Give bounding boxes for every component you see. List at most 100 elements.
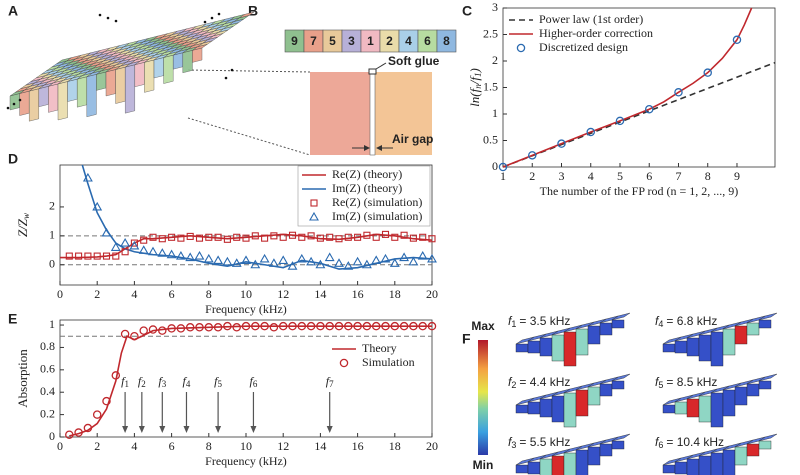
marker [195, 323, 204, 332]
label-part: ) [467, 68, 482, 73]
panel-letter: A [8, 3, 18, 19]
field-top [758, 433, 778, 442]
field-block [551, 395, 565, 423]
pointer [375, 62, 387, 70]
marker [261, 234, 269, 242]
colorbar-max: Max [471, 319, 495, 333]
marker [112, 252, 120, 260]
x-tick-label: 9 [734, 169, 740, 183]
legend-label: Re(Z) (simulation) [332, 195, 422, 209]
series-line [502, 61, 776, 168]
x-tick-label: 5 [617, 169, 623, 183]
slab [38, 86, 49, 108]
annotation: f6 [250, 374, 258, 389]
colorbar-min: Min [473, 458, 494, 472]
zoom-line [187, 117, 311, 156]
marker [83, 423, 93, 433]
marker [288, 321, 297, 331]
marker [84, 252, 92, 260]
dot [217, 12, 221, 16]
marker [259, 253, 270, 263]
x-axis-label: Frequency (kHz) [205, 454, 287, 468]
marker [644, 104, 654, 114]
slab [105, 69, 116, 97]
field-block [599, 443, 613, 457]
marker [417, 250, 428, 260]
mode-sub: 6 [658, 440, 663, 450]
mode-symbol: f [508, 375, 513, 389]
slab [124, 64, 136, 114]
field-block [587, 446, 601, 466]
marker [307, 232, 315, 240]
mode-label: f3 = 5.5 kHz [508, 435, 570, 450]
marker [102, 396, 111, 406]
rod-label: 6 [424, 34, 431, 48]
marker [194, 250, 205, 260]
marker [390, 321, 400, 331]
annotation-symbol: f [250, 374, 255, 388]
marker [362, 321, 372, 331]
marker [148, 325, 158, 334]
y-tick-label: 2 [492, 53, 498, 67]
annotation-head [159, 426, 166, 433]
field-block [551, 334, 565, 362]
marker [101, 227, 112, 237]
marker [428, 235, 436, 243]
legend-label: Higher-order correction [539, 26, 653, 40]
dot [98, 13, 102, 17]
field-top [758, 312, 778, 321]
marker [354, 233, 362, 241]
field-block [686, 398, 700, 418]
colorbar [478, 340, 488, 455]
label-part: ln(f [467, 86, 482, 106]
marker [306, 321, 316, 331]
rod-box [436, 29, 457, 53]
annotation-head [122, 426, 129, 433]
x-tick-label: 20 [426, 439, 438, 453]
field-block [587, 386, 601, 406]
mode-symbol: f [655, 375, 660, 389]
panel-letter: B [248, 3, 258, 19]
marker [241, 255, 251, 264]
field-block [698, 334, 712, 362]
marker [353, 321, 362, 331]
annotation-head [215, 426, 222, 433]
field-block [698, 395, 712, 423]
y-tick-label: 2 [49, 199, 55, 213]
label-part: /f [467, 75, 482, 86]
field-block [710, 452, 724, 475]
marker [335, 235, 343, 243]
slab [96, 71, 107, 91]
marker [223, 321, 232, 331]
marker [251, 232, 259, 240]
zoom-line [187, 69, 311, 73]
marker [372, 233, 380, 241]
field-block [722, 328, 736, 356]
panel-letter: C [462, 3, 472, 19]
annotation-symbol: f [158, 374, 163, 388]
marker [166, 249, 177, 259]
rod-section [310, 72, 370, 155]
marker [167, 324, 176, 333]
marker [339, 358, 349, 368]
slab [144, 59, 155, 93]
y-axis-label: Z/Zw [15, 213, 31, 237]
mode-label: f1 = 3.5 kHz [508, 314, 570, 329]
label-sub: w [21, 213, 31, 219]
mode-symbol: f [655, 314, 660, 328]
x-tick-label: 16 [352, 287, 364, 301]
field-block [527, 401, 541, 415]
marker [186, 232, 194, 240]
x-tick-label: 16 [352, 439, 364, 453]
field-block [515, 464, 529, 474]
annotation-sub: 6 [253, 379, 258, 389]
marker [674, 88, 683, 97]
field-top [611, 433, 631, 442]
marker [344, 233, 352, 241]
field-block [527, 340, 541, 354]
marker [130, 331, 139, 341]
marker [334, 321, 344, 331]
field-top [611, 373, 631, 382]
marker [381, 321, 390, 331]
legend-label: Im(Z) (theory) [332, 181, 402, 195]
